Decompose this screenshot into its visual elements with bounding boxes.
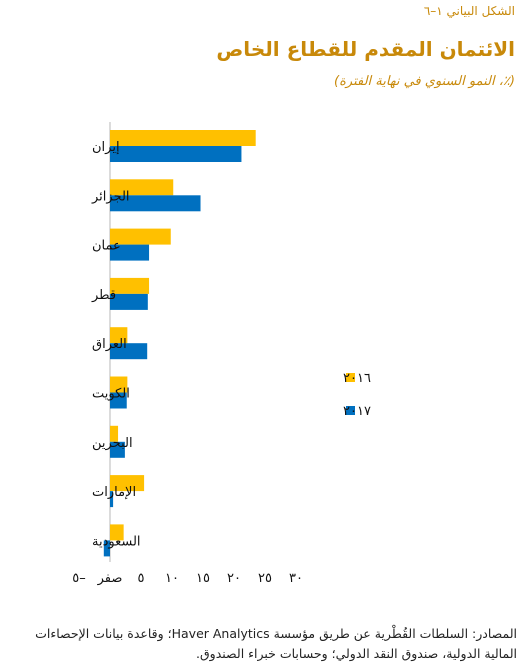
x-tick-label: صفر — [97, 571, 123, 586]
bar-s1-7 — [110, 475, 145, 492]
x-tick-label: ١٠ — [165, 571, 179, 586]
legend-swatch — [346, 406, 355, 415]
category-label: الكويت — [92, 387, 130, 402]
bar-s1-0 — [110, 130, 256, 146]
category-label: البحرين — [92, 436, 133, 451]
legend-swatch — [346, 373, 355, 382]
bar-s2-1 — [110, 195, 201, 212]
bar-s1-1 — [110, 179, 174, 196]
chart-subtitle: (٪، النمو السنوي في نهاية الفترة) — [334, 74, 515, 89]
x-tick-label: ٣٠ — [289, 571, 303, 586]
chart-title: الائتمان المقدم للقطاع الخاص — [216, 37, 515, 61]
bar-s1-5 — [110, 376, 128, 393]
x-tick-label: –٥ — [72, 571, 85, 586]
legend-label: ٢٠١٦ — [343, 371, 371, 386]
bar-s2-4 — [110, 343, 148, 360]
bar-s2-3 — [110, 293, 148, 310]
bar-s1-2 — [110, 228, 171, 245]
category-label: قطر — [91, 288, 116, 303]
x-tick-label: ٢٥ — [258, 571, 272, 586]
bar-s2-5 — [110, 392, 127, 409]
x-tick-label: ١٥ — [196, 571, 210, 586]
bar-chart: إيران الجزائر عمان قطر العراق الكويت البحرين ال… — [72, 122, 371, 586]
category-label: الجزائر — [91, 189, 130, 204]
category-label: عمان — [92, 239, 121, 254]
category-label: الإمارات — [92, 485, 136, 500]
bar-s2-6 — [110, 441, 125, 458]
legend-label: ٢٠١٧ — [343, 404, 371, 419]
bar-s1-3 — [110, 277, 150, 294]
bar-s2-7 — [110, 491, 114, 508]
bar-s2-2 — [110, 244, 150, 261]
figure-label: الشكل البياني ١–٦ — [423, 4, 515, 18]
category-label: السعودية — [92, 534, 141, 549]
bar-s1-6 — [110, 425, 119, 442]
x-tick-label: ٢٠ — [227, 571, 241, 586]
x-tick-label: ٥ — [138, 571, 145, 586]
bar-s1-8 — [110, 524, 124, 541]
category-label: العراق — [92, 337, 127, 352]
bar-s2-0 — [110, 146, 242, 162]
category-label: إيران — [92, 140, 120, 155]
bar-s1-4 — [110, 327, 128, 344]
source-note: المصادر: السلطات القُطْرية عن طريق مؤسسة… — [35, 626, 517, 661]
bar-s2-8 — [103, 540, 110, 557]
